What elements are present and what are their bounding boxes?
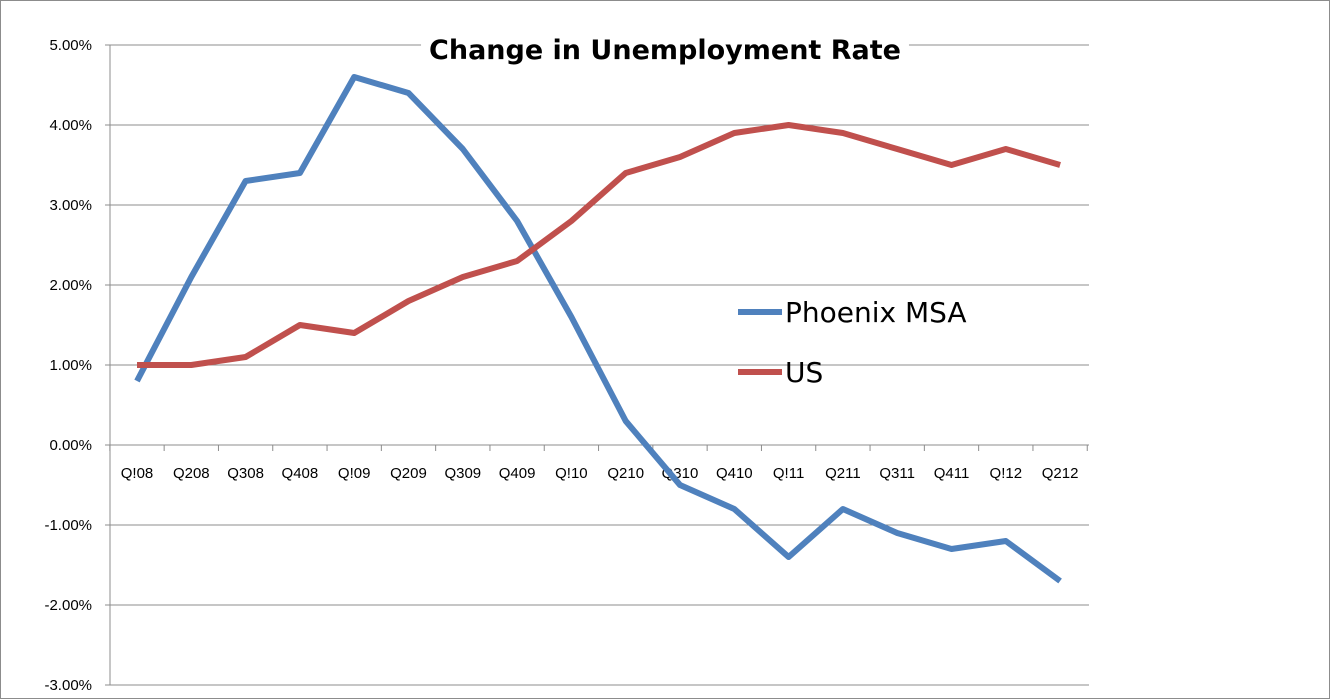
chart-title: Change in Unemployment Rate: [429, 35, 901, 66]
legend-label: Phoenix MSA: [785, 296, 967, 329]
y-tick-label: 1.00%: [49, 357, 92, 374]
x-tick-label: Q308: [227, 465, 264, 482]
series-lines: [134, 74, 1062, 584]
x-tick-label: Q!09: [338, 465, 371, 482]
legend: Phoenix MSA US: [738, 296, 967, 389]
chart-title-background: [421, 35, 909, 66]
y-tick-label: -3.00%: [44, 677, 92, 694]
x-tick-label: Q411: [934, 465, 970, 482]
y-tick-label: 4.00%: [49, 117, 92, 134]
x-tick-label: Q!10: [555, 465, 588, 482]
axes: [105, 44, 1088, 686]
x-tick-label: Q409: [499, 465, 536, 482]
chart-title-group: Change in Unemployment Rate: [421, 35, 909, 66]
x-tick-label: Q209: [390, 465, 427, 482]
x-tick-label: Q311: [879, 465, 915, 482]
y-tick-label: 5.00%: [49, 37, 92, 54]
x-tick-label: Q!11: [773, 465, 804, 482]
x-tick-label: Q210: [607, 465, 644, 482]
y-tick-label: 2.00%: [49, 277, 92, 294]
x-tick-label: Q208: [173, 465, 210, 482]
y-tick-label: 0.00%: [49, 437, 92, 454]
x-tick-label: Q!08: [121, 465, 154, 482]
x-tick-label: Q212: [1042, 465, 1079, 482]
x-tick-label: Q211: [825, 465, 861, 482]
legend-label: US: [785, 356, 823, 389]
y-tick-label: -1.00%: [44, 517, 92, 534]
series-line-us: [137, 122, 1061, 368]
x-tick-label: Q!12: [990, 465, 1023, 482]
x-tick-label: Q309: [444, 465, 481, 482]
series-line-phoenix-msa: [134, 74, 1062, 584]
x-tick-label: Q408: [282, 465, 319, 482]
x-axis-tick-labels: Q!08 Q208 Q308 Q408 Q!09 Q209 Q309 Q409 Q!10 Q210…: [121, 465, 1079, 482]
y-axis-tick-labels: 5.00% 4.00% 3.00% 2.00% 1.00% 0.00% -1.00% -2.0…: [44, 37, 92, 694]
x-tick-label: Q410: [716, 465, 753, 482]
y-tick-label: 3.00%: [49, 197, 92, 214]
y-tick-label: -2.00%: [44, 597, 92, 614]
